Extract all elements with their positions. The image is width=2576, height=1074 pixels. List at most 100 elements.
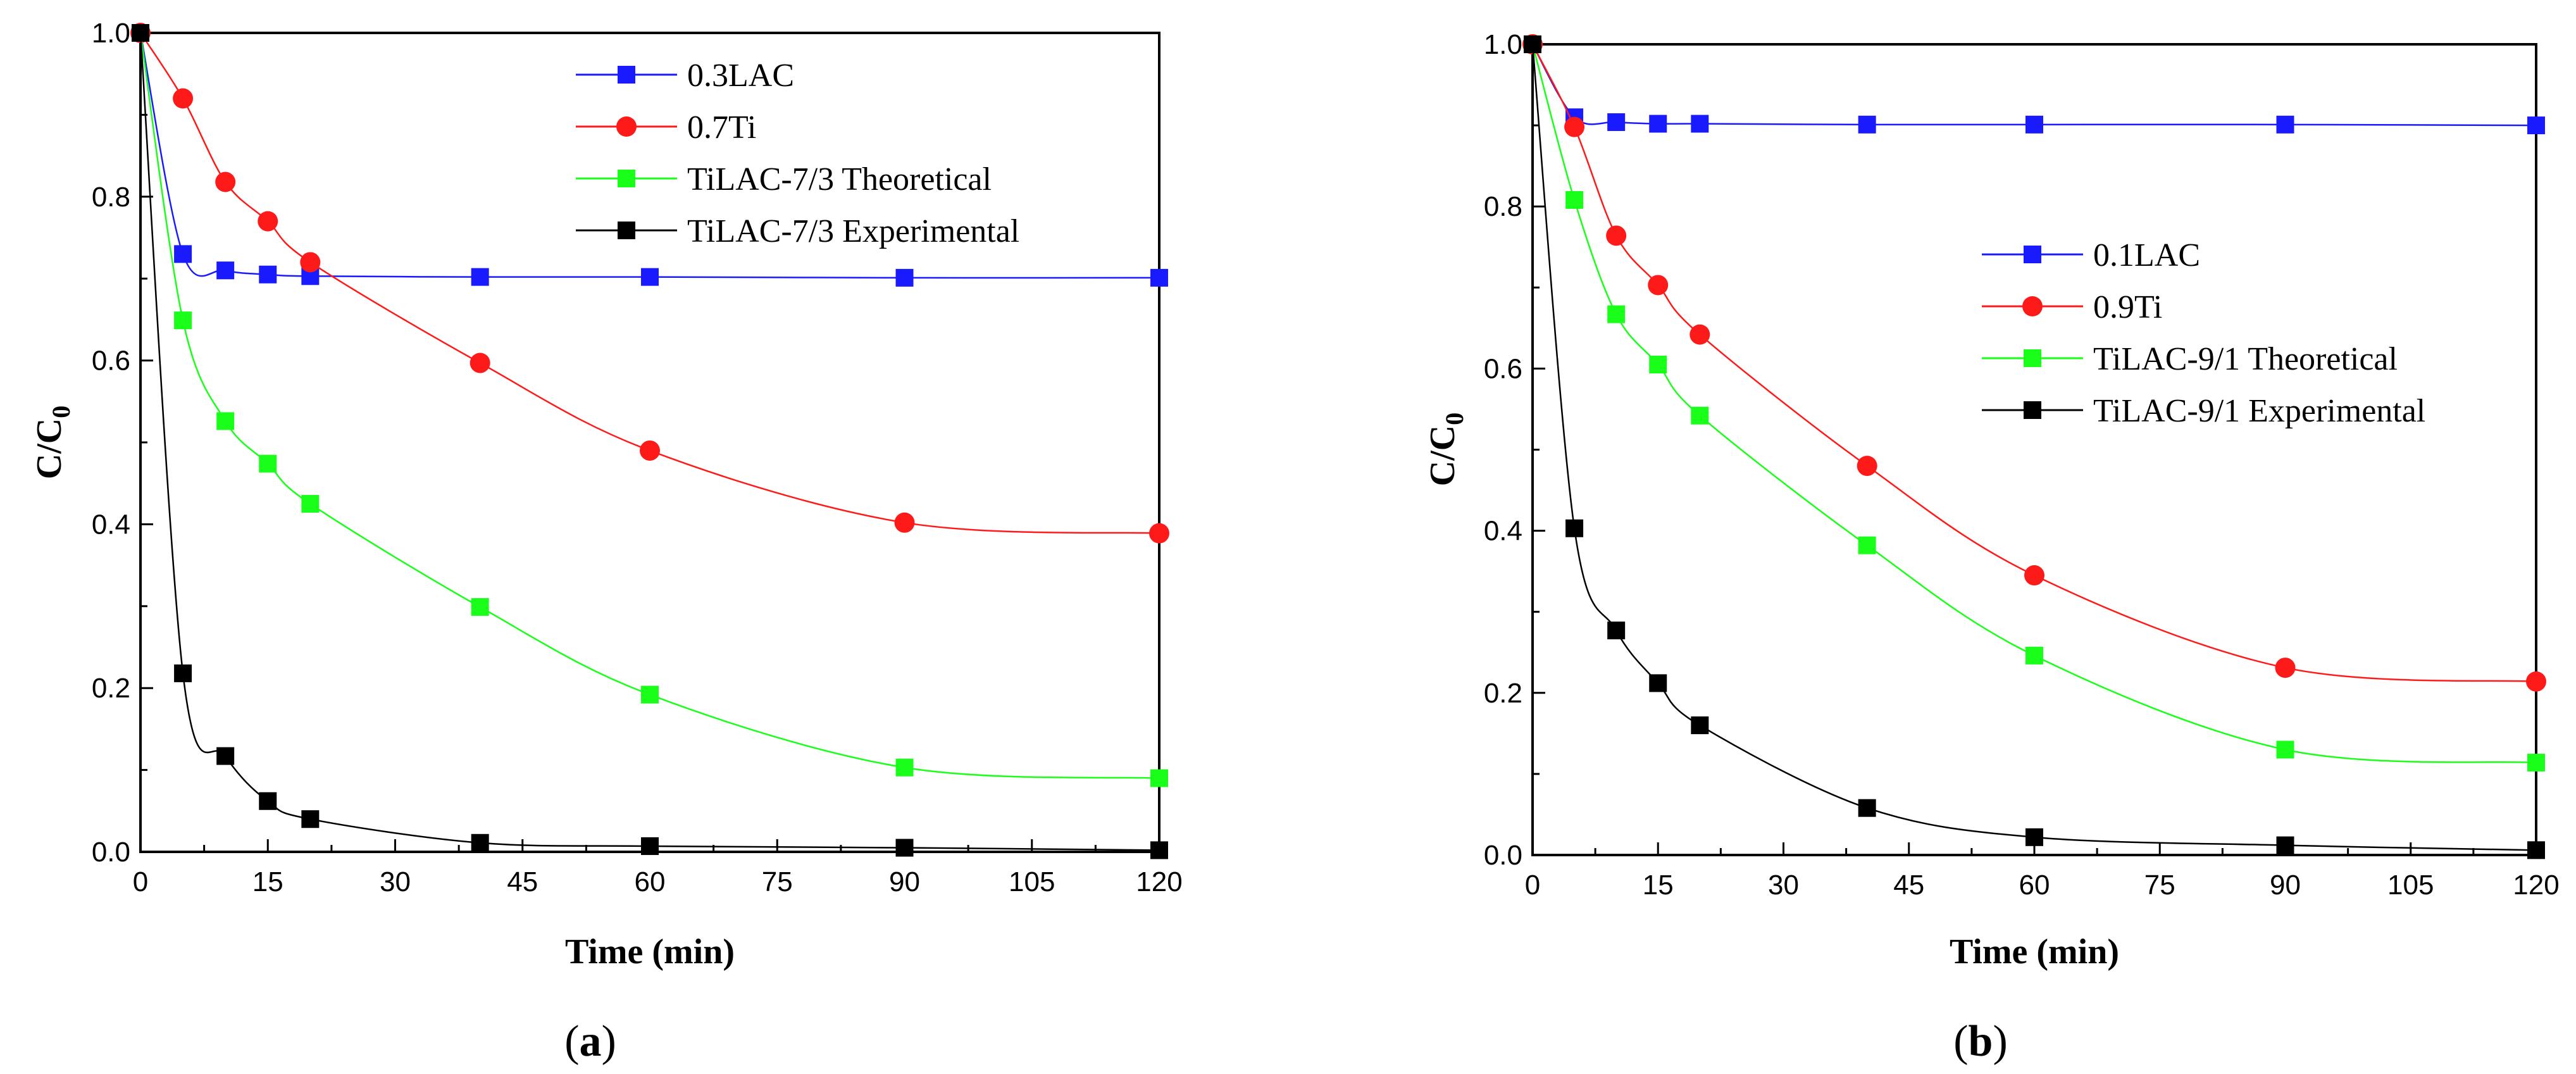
- series-line: [139, 32, 1160, 779]
- legend-label: 0.1LAC: [2093, 237, 2200, 273]
- legend-label: 0.7Ti: [687, 109, 756, 146]
- series-3: [132, 24, 1168, 859]
- data-point: [2276, 836, 2294, 854]
- y-tick-label: 0.0: [92, 837, 130, 868]
- data-point: [259, 454, 277, 473]
- y-tick-label: 0.4: [1484, 516, 1522, 547]
- data-point: [1606, 225, 1627, 246]
- series-3: [1524, 35, 2545, 859]
- series-2: [132, 24, 1168, 787]
- x-tick-label: 90: [2270, 870, 2301, 901]
- data-point: [132, 24, 149, 42]
- data-point: [1649, 355, 1667, 373]
- y-axis-title: C/C0: [1423, 413, 1469, 486]
- data-point: [215, 172, 236, 192]
- legend-marker: [618, 222, 635, 239]
- series-layer: [1522, 34, 2546, 859]
- data-point: [1565, 190, 1584, 209]
- y-tick-label: 0.0: [1484, 840, 1522, 871]
- data-point: [258, 211, 278, 232]
- data-point: [1150, 268, 1168, 287]
- x-tick-label: 105: [1009, 866, 1055, 897]
- y-axis-title: C/C0: [30, 406, 75, 479]
- y-tick-label: 0.8: [1484, 191, 1522, 222]
- legend: 0.1LAC 0.9Ti TiLAC-9/1 Theoretical TiLAC…: [1982, 237, 2425, 429]
- legend-label: TiLAC-9/1 Experimental: [2093, 393, 2425, 429]
- data-point: [895, 839, 914, 857]
- x-tick-label: 0: [133, 866, 148, 897]
- legend-item: 0.1LAC: [1982, 237, 2200, 273]
- data-point: [640, 440, 660, 461]
- data-point: [259, 792, 277, 810]
- legend-label: TiLAC-7/3 Experimental: [687, 213, 1019, 249]
- panel-label: (b): [1953, 1017, 2008, 1066]
- x-tick-label: 75: [2144, 870, 2175, 901]
- data-point: [471, 834, 489, 852]
- legend-item: 0.9Ti: [1982, 289, 2162, 325]
- data-point: [894, 512, 915, 533]
- y-tick-label: 1.0: [92, 18, 130, 49]
- data-point: [1565, 519, 1584, 537]
- data-point: [1150, 769, 1168, 787]
- data-point: [2025, 646, 2043, 665]
- data-point: [301, 495, 320, 513]
- x-tick-label: 45: [1893, 870, 1924, 901]
- legend-label: 0.9Ti: [2093, 289, 2162, 325]
- x-tick-label: 90: [889, 866, 920, 897]
- data-point: [2526, 671, 2546, 692]
- y-tick-label: 1.0: [1484, 29, 1522, 60]
- x-tick-label: 105: [2387, 870, 2434, 901]
- data-point: [174, 664, 192, 682]
- data-point: [2025, 828, 2043, 846]
- legend-item: 0.7Ti: [576, 109, 756, 146]
- data-point: [1524, 35, 1541, 53]
- data-point: [173, 88, 194, 109]
- data-point: [174, 311, 192, 330]
- data-point: [1607, 113, 1626, 131]
- chart-b: 0 15 30 45 60 75 90 105 120 0.0 0.2 0.4 …: [1423, 29, 2560, 1066]
- data-point: [2275, 658, 2296, 678]
- x-tick-label: 30: [1768, 870, 1799, 901]
- data-point: [1691, 115, 1709, 133]
- data-point: [1691, 716, 1709, 735]
- y-tick-label: 0.2: [1484, 678, 1522, 709]
- data-point: [2527, 841, 2545, 859]
- data-point: [1150, 841, 1168, 859]
- data-point: [1858, 799, 1876, 817]
- x-tick-label: 15: [252, 866, 283, 897]
- legend-marker: [2024, 246, 2041, 263]
- series-line: [1531, 44, 2537, 127]
- legend-item: TiLAC-9/1 Theoretical: [1982, 341, 2398, 377]
- legend-label: TiLAC-7/3 Theoretical: [687, 161, 992, 197]
- data-point: [1648, 275, 1669, 296]
- data-point: [641, 685, 659, 704]
- legend-marker: [2024, 401, 2041, 419]
- x-tick-labels: 0 15 30 45 60 75 90 105 120: [133, 866, 1183, 897]
- series-line: [1531, 44, 2537, 851]
- legend-label: TiLAC-9/1 Theoretical: [2093, 341, 2398, 377]
- x-tick-label: 60: [635, 866, 666, 897]
- data-point: [895, 758, 914, 777]
- y-tick-label: 0.4: [92, 509, 130, 540]
- legend-item: 0.3LAC: [576, 58, 794, 94]
- legend-item: TiLAC-7/3 Experimental: [576, 213, 1019, 249]
- data-point: [1607, 621, 1626, 640]
- chart-a: 0 15 30 45 60 75 90 105 120 0.0 0.2 0.4 …: [30, 18, 1183, 1066]
- data-point: [471, 268, 489, 286]
- x-tick-label: 30: [380, 866, 411, 897]
- data-point: [1689, 324, 1710, 345]
- legend: 0.3LAC 0.7Ti TiLAC-7/3 Theoretical TiLAC…: [576, 58, 1019, 249]
- data-point: [300, 252, 321, 273]
- legend-label: 0.3LAC: [687, 58, 794, 94]
- data-point: [471, 598, 489, 616]
- data-point: [216, 261, 235, 280]
- series-layer: [130, 23, 1169, 859]
- data-point: [1649, 674, 1667, 692]
- data-point: [470, 353, 490, 373]
- data-point: [1858, 536, 1876, 554]
- data-point: [2025, 115, 2043, 134]
- data-point: [1564, 116, 1585, 137]
- x-tick-label: 120: [1136, 866, 1182, 897]
- x-tick-label: 15: [1643, 870, 1674, 901]
- legend-marker: [2024, 349, 2041, 367]
